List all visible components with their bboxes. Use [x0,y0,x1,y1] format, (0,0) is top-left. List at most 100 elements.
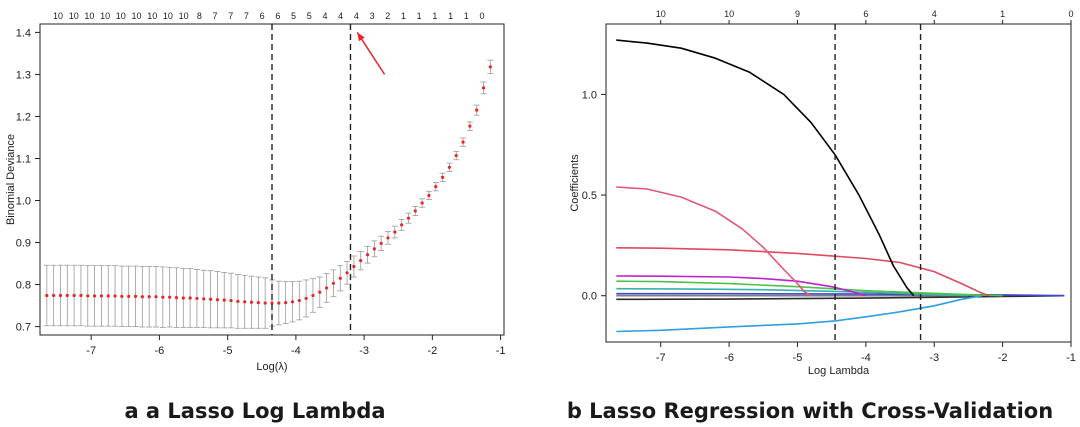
deviance-point [454,153,458,158]
y-tick-label: 1.2 [16,111,31,123]
deviance-point [393,230,397,234]
deviance-point [352,264,356,269]
y-tick-label: 0.9 [16,238,31,250]
deviance-point [270,301,274,305]
top-axis-label: 4 [354,11,359,21]
deviance-point [311,293,315,298]
top-axis-label: 10 [724,9,734,19]
top-axis-label: 1 [464,11,469,21]
deviance-point [290,300,295,304]
top-axis-label: 10 [163,11,173,21]
coefficient-path [616,280,1003,297]
deviance-point [113,294,117,298]
deviance-point [236,299,240,303]
deviance-point [133,294,138,298]
x-tick-label: -5 [223,345,233,357]
deviance-point [58,293,63,298]
x-tick-label: -6 [155,345,165,357]
deviance-point [52,293,56,298]
coefficient-path [616,287,969,297]
y-tick-label: 0.5 [582,190,597,202]
top-axis-label: 10 [132,11,142,21]
x-tick-label: -3 [359,345,369,357]
x-axis-label: Log Lambda [808,365,870,377]
plot-frame [605,23,1072,343]
deviance-point [338,276,342,280]
y-axis-label: Binomial Deviance [5,134,17,225]
top-axis-label: 10 [69,11,79,21]
deviance-point [413,209,417,213]
top-axis-label: 7 [228,11,233,21]
deviance-point [365,253,370,257]
caption-right: b Lasso Regression with Cross-Validation [567,399,1053,423]
y-tick-label: 1.1 [16,153,31,165]
x-tick-label: -4 [291,345,301,357]
top-axis-label: 1 [417,11,422,21]
coefficient-path [616,275,867,297]
deviance-point [229,298,233,303]
deviance-point [195,296,199,301]
deviance-point [243,300,247,304]
coefficient-path [616,186,812,297]
deviance-point [215,298,220,302]
deviance-point [475,108,479,112]
deviance-point [222,298,226,302]
x-tick-label: -5 [793,352,803,364]
top-axis-label: 10 [116,11,126,21]
y-tick-label: 1.0 [582,89,597,101]
x-tick-label: -6 [724,352,734,364]
deviance-point [304,296,308,301]
top-axis-label: 6 [275,11,280,21]
deviance-point [168,295,172,299]
x-tick-label: -1 [496,345,506,357]
top-axis-label: 10 [53,11,63,21]
x-tick-label: -7 [86,345,96,357]
deviance-point [345,271,349,275]
top-axis-label: 7 [244,11,249,21]
top-axis-label: 0 [1068,9,1073,19]
deviance-point [256,301,260,305]
coefficient-path [616,294,1065,301]
deviance-point [400,223,404,227]
y-tick-label: 0.8 [16,280,31,292]
deviance-point [440,175,445,179]
deviance-point [263,301,267,305]
x-tick-label: -2 [427,345,437,357]
x-tick-label: -7 [656,352,666,364]
top-axis-label: 4 [932,9,937,19]
x-tick-label: -3 [929,352,939,364]
y-axis-label: Coefficients [569,154,581,212]
deviance-point [147,295,151,299]
deviance-point [447,165,452,169]
top-axis-label: 8 [197,11,202,21]
deviance-chart: -7 -6 -5 -4 -3 -2 -10.70.80.91.01.11.21.31.410… [5,11,505,373]
deviance-point [481,86,486,90]
top-axis-label: 1 [432,11,437,21]
top-axis-label: 1 [448,11,453,21]
deviance-point [331,281,336,285]
coefficient-path [616,292,1065,297]
deviance-point [406,216,411,220]
deviance-point [72,293,76,298]
deviance-point [208,297,213,301]
top-axis-label: 5 [307,11,312,21]
deviance-point [284,301,288,305]
x-tick-label: -2 [998,352,1008,364]
x-axis-label: Log(λ) [256,361,287,373]
deviance-point [318,290,322,294]
deviance-point [45,293,49,298]
y-tick-label: 1.4 [16,27,31,39]
top-axis-label: 4 [338,11,343,21]
deviance-point [420,201,424,205]
top-axis-label: 10 [656,9,666,19]
deviance-point [379,241,383,245]
top-axis-label: 5 [291,11,296,21]
deviance-point [92,294,97,298]
deviance-point [324,286,329,290]
annotation-arrow-head [357,32,365,42]
deviance-point [359,259,363,263]
deviance-point [106,294,110,298]
top-axis-label: 0 [479,11,484,21]
